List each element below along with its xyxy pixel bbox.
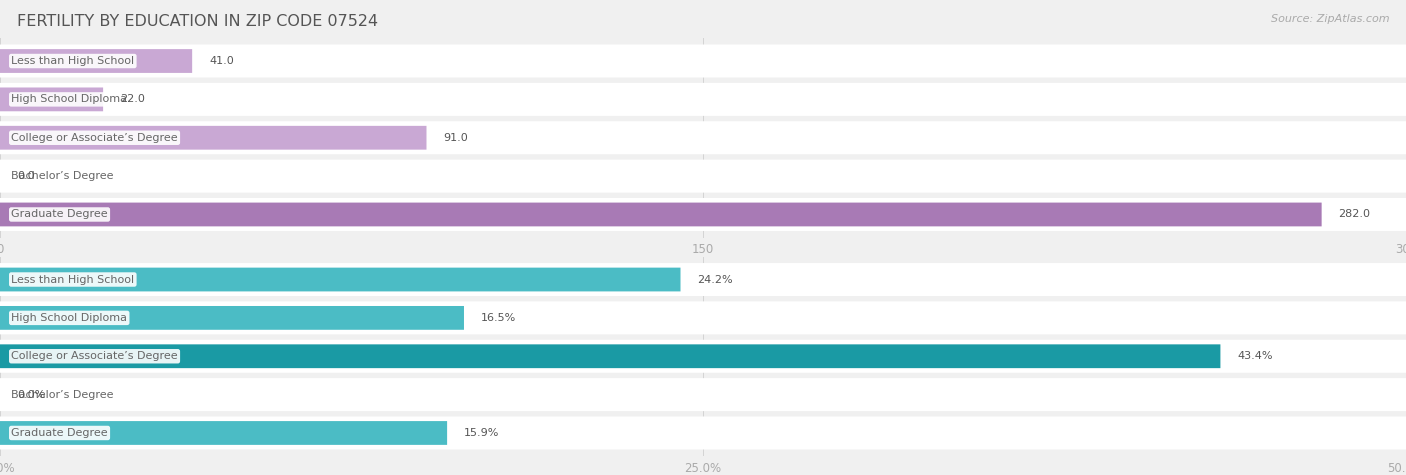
FancyBboxPatch shape xyxy=(0,49,193,73)
FancyBboxPatch shape xyxy=(0,83,1406,116)
FancyBboxPatch shape xyxy=(0,121,1406,154)
FancyBboxPatch shape xyxy=(0,126,426,150)
Text: 24.2%: 24.2% xyxy=(697,275,733,285)
Text: Graduate Degree: Graduate Degree xyxy=(11,209,108,219)
FancyBboxPatch shape xyxy=(0,45,1406,77)
Text: Graduate Degree: Graduate Degree xyxy=(11,428,108,438)
Text: 16.5%: 16.5% xyxy=(481,313,516,323)
Text: Bachelor’s Degree: Bachelor’s Degree xyxy=(11,171,114,181)
Text: Less than High School: Less than High School xyxy=(11,56,135,66)
Text: Source: ZipAtlas.com: Source: ZipAtlas.com xyxy=(1271,14,1389,24)
FancyBboxPatch shape xyxy=(0,202,1322,227)
FancyBboxPatch shape xyxy=(0,344,1220,368)
FancyBboxPatch shape xyxy=(0,306,464,330)
Text: FERTILITY BY EDUCATION IN ZIP CODE 07524: FERTILITY BY EDUCATION IN ZIP CODE 07524 xyxy=(17,14,378,29)
Text: College or Associate’s Degree: College or Associate’s Degree xyxy=(11,351,179,361)
FancyBboxPatch shape xyxy=(0,160,1406,193)
FancyBboxPatch shape xyxy=(0,340,1406,373)
FancyBboxPatch shape xyxy=(0,263,1406,296)
Text: High School Diploma: High School Diploma xyxy=(11,313,128,323)
FancyBboxPatch shape xyxy=(0,302,1406,334)
Text: 91.0: 91.0 xyxy=(443,133,468,143)
FancyBboxPatch shape xyxy=(0,378,1406,411)
FancyBboxPatch shape xyxy=(0,417,1406,449)
Text: 41.0: 41.0 xyxy=(209,56,233,66)
Text: 43.4%: 43.4% xyxy=(1237,351,1272,361)
FancyBboxPatch shape xyxy=(0,421,447,445)
Text: 15.9%: 15.9% xyxy=(464,428,499,438)
FancyBboxPatch shape xyxy=(0,198,1406,231)
Text: College or Associate’s Degree: College or Associate’s Degree xyxy=(11,133,179,143)
Text: 282.0: 282.0 xyxy=(1339,209,1371,219)
Text: High School Diploma: High School Diploma xyxy=(11,95,128,104)
FancyBboxPatch shape xyxy=(0,267,681,291)
Text: Less than High School: Less than High School xyxy=(11,275,135,285)
Text: 0.0: 0.0 xyxy=(17,171,35,181)
Text: 0.0%: 0.0% xyxy=(17,390,45,399)
Text: Bachelor’s Degree: Bachelor’s Degree xyxy=(11,390,114,399)
FancyBboxPatch shape xyxy=(0,87,103,111)
Text: 22.0: 22.0 xyxy=(120,95,145,104)
